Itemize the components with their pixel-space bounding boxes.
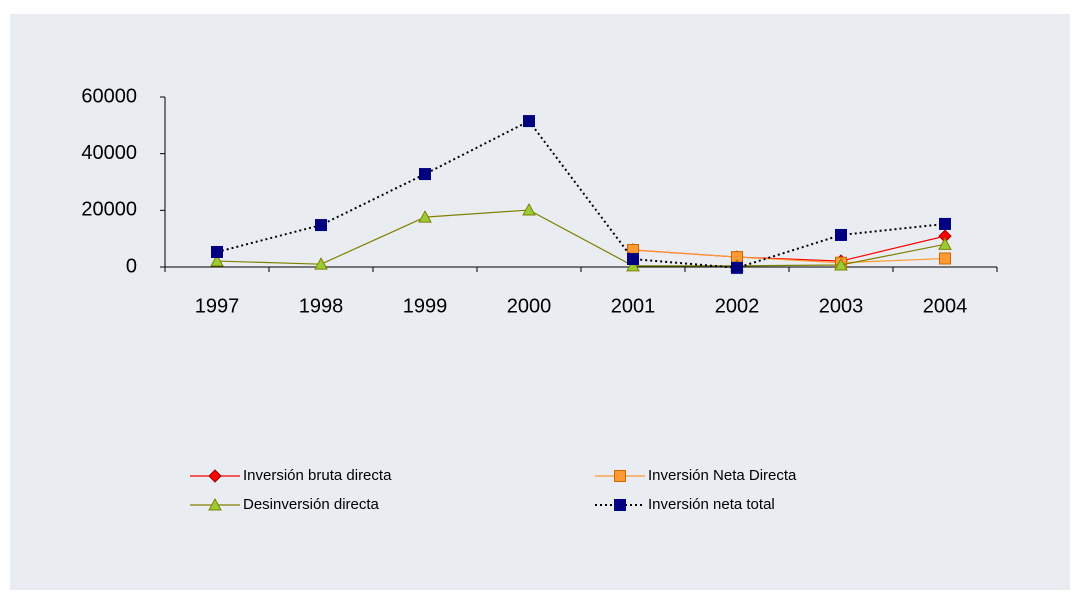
x-tick-label: 1999: [403, 295, 448, 317]
marker: [419, 168, 431, 181]
marker: [626, 258, 640, 272]
chart-background: [10, 14, 1070, 590]
marker: [614, 470, 626, 482]
series-line: [216, 209, 946, 267]
marker: [939, 217, 951, 230]
marker: [208, 469, 222, 483]
marker: [731, 261, 743, 274]
marker: [210, 254, 224, 267]
y-tick-label: 40000: [81, 142, 137, 164]
x-tick-label: 2001: [611, 295, 656, 317]
marker: [314, 257, 328, 270]
legend-label: Inversión neta total: [648, 496, 775, 513]
marker: [208, 497, 222, 511]
x-tick-label: 2002: [715, 295, 760, 317]
marker: [938, 237, 952, 250]
marker: [315, 219, 327, 232]
y-tick-label: 60000: [81, 85, 137, 107]
marker: [835, 228, 847, 241]
legend-label: Desinversión directa: [243, 496, 380, 513]
marker: [627, 253, 639, 266]
marker: [614, 499, 626, 511]
marker: [939, 252, 951, 265]
marker: [522, 203, 536, 216]
x-tick-label: 1998: [299, 295, 344, 317]
x-tick-label: 2004: [923, 295, 968, 317]
legend-label: Inversión Neta Directa: [648, 467, 797, 484]
y-tick-label: 20000: [81, 199, 137, 221]
x-tick-label: 2000: [507, 295, 552, 317]
marker: [523, 115, 535, 128]
x-tick-label: 2003: [819, 295, 864, 317]
legend-label: Inversión bruta directa: [243, 467, 392, 484]
y-tick-label: 0: [126, 255, 137, 277]
series-line: [216, 119, 946, 269]
series-line: [632, 249, 946, 264]
x-tick-label: 1997: [195, 295, 240, 317]
marker: [834, 257, 848, 271]
marker: [418, 210, 432, 223]
marker: [211, 245, 223, 258]
